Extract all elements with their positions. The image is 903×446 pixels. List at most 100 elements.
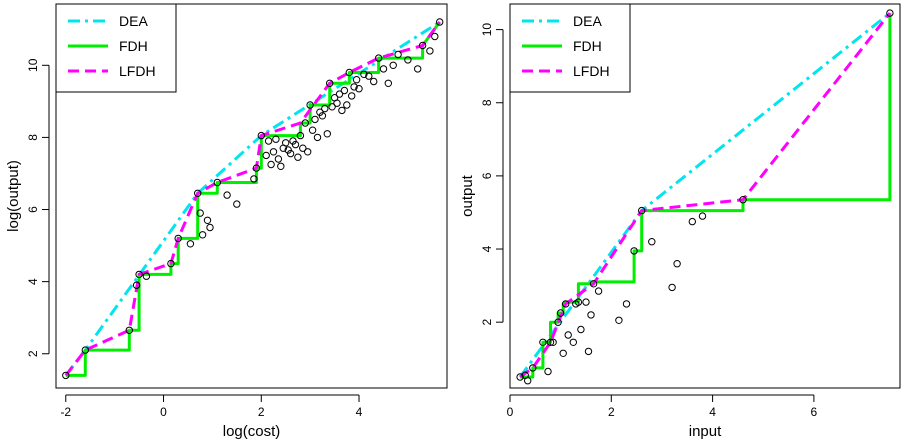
data-point — [338, 106, 346, 115]
data-point — [594, 287, 603, 295]
x-tick-label: 6 — [811, 405, 818, 419]
data-point — [340, 86, 349, 95]
data-point — [673, 260, 681, 268]
data-point — [299, 144, 307, 152]
series-line-lfdh — [519, 12, 892, 379]
data-point — [196, 209, 204, 217]
data-point — [587, 311, 595, 319]
data-point — [739, 196, 747, 204]
data-point — [304, 148, 312, 156]
data-point — [294, 153, 302, 161]
data-point — [296, 131, 305, 140]
data-point — [584, 347, 593, 356]
data-point — [574, 298, 583, 306]
data-point — [688, 217, 696, 226]
data-point — [418, 41, 427, 50]
x-tick-label: 2 — [258, 405, 265, 419]
legend: DEA FDH LFDH — [55, 3, 177, 93]
legend-box — [55, 3, 177, 93]
y-axis-label: log(output) — [5, 160, 22, 232]
y-tick-label: 10 — [26, 58, 40, 72]
data-point — [516, 373, 524, 381]
data-point — [615, 316, 623, 324]
y-tick-label: 2 — [26, 350, 40, 357]
data-point — [198, 231, 207, 239]
data-point — [355, 85, 363, 93]
data-point — [257, 131, 265, 140]
y-axis-label: output — [459, 174, 476, 217]
data-point — [233, 200, 241, 208]
data-point — [638, 206, 646, 215]
y-tick-label: 6 — [26, 206, 40, 213]
data-point — [886, 9, 894, 17]
legend-label-dea: DEA — [573, 13, 602, 29]
y-tick-label: 8 — [480, 99, 494, 106]
data-point — [394, 50, 402, 59]
data-point — [62, 371, 70, 380]
data-point — [622, 300, 631, 308]
data-point — [648, 238, 656, 246]
x-tick-label: 4 — [709, 405, 716, 419]
data-point — [436, 18, 444, 26]
data-point — [698, 212, 707, 220]
y-tick-label: 6 — [480, 172, 494, 179]
data-point — [81, 346, 90, 354]
left-chart-panel: -2 0 2 4 log(cost) 2 4 6 8 10 log(output) DEA FDH LFD… — [5, 3, 448, 440]
data-point — [554, 318, 562, 326]
data-point — [203, 216, 212, 225]
data-point — [404, 56, 412, 64]
legend-label-lfdh: LFDH — [573, 63, 610, 79]
data-point — [345, 68, 353, 77]
x-axis-label: log(cost) — [223, 423, 281, 440]
data-point — [668, 283, 676, 292]
data-point — [539, 338, 547, 346]
data-point — [301, 119, 309, 127]
data-point — [556, 309, 565, 317]
data-point — [264, 137, 273, 145]
data-point — [318, 112, 327, 120]
data-point — [348, 92, 356, 100]
y-tick-label: 2 — [480, 319, 494, 326]
data-point — [350, 83, 358, 91]
x-tick-label: -2 — [60, 405, 71, 419]
data-point — [360, 70, 368, 79]
data-point — [562, 300, 570, 308]
data-point — [311, 115, 319, 124]
data-point — [414, 65, 422, 73]
legend-label-fdh: FDH — [573, 38, 602, 54]
legend: DEA FDH LFDH — [509, 3, 631, 93]
x-tick-label: 0 — [507, 405, 514, 419]
data-point — [333, 99, 341, 107]
data-point — [529, 364, 537, 372]
y-tick-label: 4 — [26, 278, 40, 285]
legend-label-lfdh: LFDH — [119, 63, 156, 79]
data-point — [549, 338, 557, 346]
data-point — [267, 160, 275, 169]
data-point — [223, 191, 231, 199]
data-point — [323, 130, 331, 138]
data-point — [569, 338, 577, 346]
plot-frame — [509, 3, 901, 389]
data-point — [277, 162, 285, 171]
data-point — [564, 331, 572, 339]
y-tick-label: 10 — [480, 23, 494, 37]
data-point — [370, 77, 378, 86]
data-point — [352, 76, 361, 84]
data-point — [630, 247, 638, 255]
data-point — [431, 32, 439, 41]
x-tick-label: 2 — [608, 405, 615, 419]
data-point — [577, 325, 585, 334]
data-point — [167, 259, 175, 268]
data-point — [125, 326, 134, 334]
data-point — [326, 79, 334, 88]
x-axis-label: input — [689, 423, 722, 440]
legend-label-fdh: FDH — [119, 38, 148, 54]
data-point — [272, 135, 280, 143]
data-point — [132, 281, 141, 289]
plot-frame — [55, 3, 448, 389]
data-point — [384, 79, 392, 88]
data-point — [335, 90, 344, 98]
data-point — [544, 367, 552, 376]
data-point — [262, 151, 270, 160]
